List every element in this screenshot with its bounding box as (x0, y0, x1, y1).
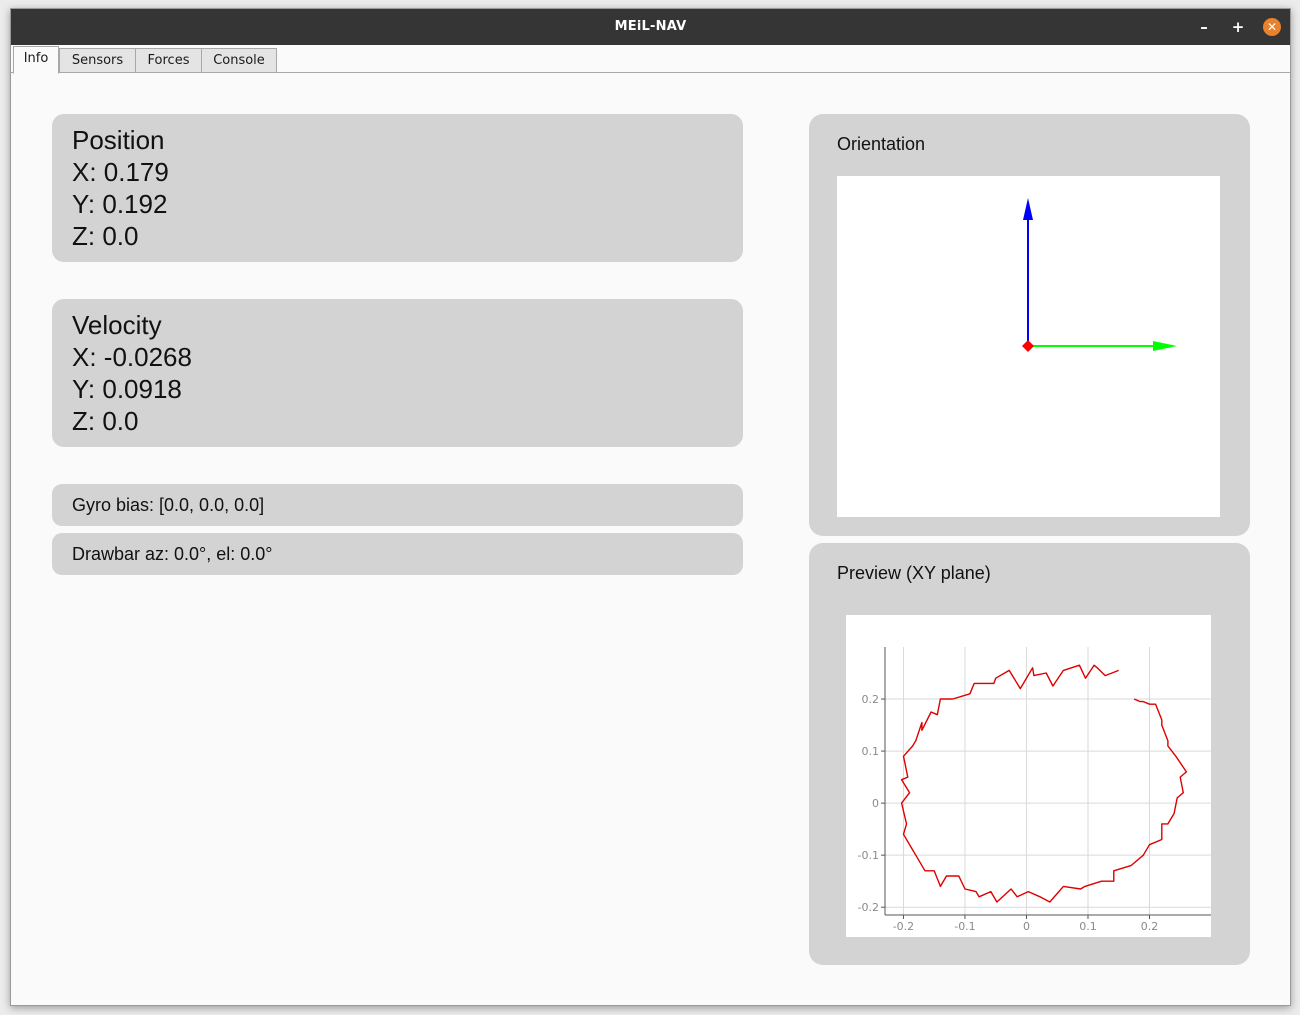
preview-panel: Preview (XY plane) -0.2 -0.1 0 0.1 0.2 -0.2 -0… (809, 543, 1250, 965)
velocity-card: Velocity X: -0.0268 Y: 0.0918 Z: 0.0 (52, 299, 743, 447)
minimize-icon[interactable]: – (1200, 18, 1208, 36)
preview-plot[interactable]: -0.2 -0.1 0 0.1 0.2 -0.2 -0.1 0 0.1 0.2 (846, 615, 1211, 937)
x-tick-label: -0.1 (954, 920, 975, 933)
orientation-view[interactable] (837, 176, 1220, 517)
preview-title: Preview (XY plane) (837, 563, 991, 583)
drawbar-label: Drawbar az: 0.0°, el: 0.0° (72, 544, 273, 564)
x-tick-label: 0 (1023, 920, 1030, 933)
title-bar[interactable]: MEiL-NAV – + ✕ (11, 9, 1290, 45)
x-tick-label: 0.1 (1079, 920, 1097, 933)
x-tick-label: 0.2 (1141, 920, 1159, 933)
tab-info[interactable]: Info (13, 46, 59, 74)
maximize-icon[interactable]: + (1231, 18, 1245, 36)
position-z: Z: 0.0 (72, 221, 139, 251)
velocity-x: X: -0.0268 (72, 342, 192, 372)
tab-sensors[interactable]: Sensors (59, 48, 136, 73)
orientation-title: Orientation (837, 134, 926, 154)
y-tick-label: -0.2 (858, 901, 879, 914)
gyro-bias-label: Gyro bias: [0.0, 0.0, 0.0] (72, 495, 265, 515)
position-y: Y: 0.192 (72, 189, 168, 219)
xy-preview-chart: -0.2 -0.1 0 0.1 0.2 -0.2 -0.1 0 0.1 0.2 (858, 647, 1211, 933)
tab-bar: Info Sensors Forces Console (11, 45, 1290, 74)
close-icon[interactable]: ✕ (1263, 18, 1281, 36)
orientation-axes (1022, 198, 1177, 352)
velocity-z: Z: 0.0 (72, 406, 139, 436)
orientation-panel: Orientation (809, 114, 1250, 536)
position-title: Position (72, 125, 165, 155)
y-tick-label: 0.2 (862, 693, 880, 706)
velocity-y: Y: 0.0918 (72, 374, 182, 404)
y-tick-label: 0 (872, 797, 879, 810)
x-axis-arrow-icon (1153, 341, 1177, 351)
z-axis-arrow-icon (1023, 198, 1033, 220)
gyro-bias-card: Gyro bias: [0.0, 0.0, 0.0] (52, 484, 743, 526)
window-title: MEiL-NAV (614, 19, 687, 34)
y-tick-label: 0.1 (862, 745, 880, 758)
tab-forces[interactable]: Forces (135, 48, 202, 73)
x-tick-label: -0.2 (893, 920, 914, 933)
app-window: MEiL-NAV – + ✕ Info Sensors Forces Conso… (10, 8, 1291, 1006)
drawbar-card: Drawbar az: 0.0°, el: 0.0° (52, 533, 743, 575)
y-tick-label: -0.1 (858, 849, 879, 862)
origin-marker (1022, 340, 1034, 352)
velocity-title: Velocity (72, 310, 162, 340)
position-card: Position X: 0.179 Y: 0.192 Z: 0.0 (52, 114, 743, 262)
position-x: X: 0.179 (72, 157, 169, 187)
tab-console[interactable]: Console (201, 48, 277, 73)
trajectory-line-0 (900, 664, 1188, 903)
